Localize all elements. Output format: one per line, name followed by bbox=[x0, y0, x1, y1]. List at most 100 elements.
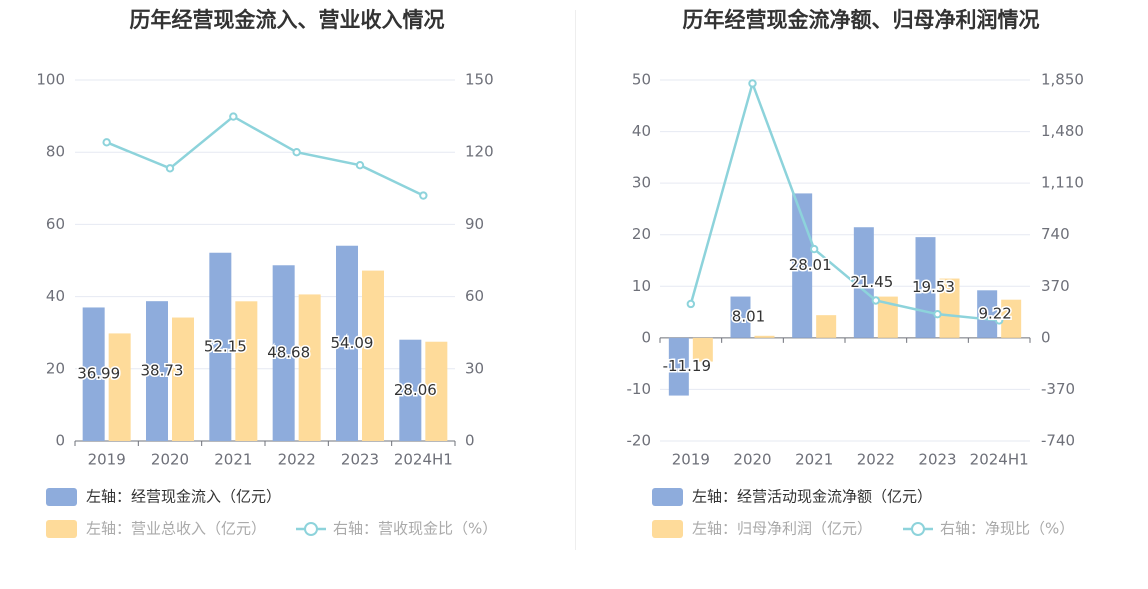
y-left-tick-label: 0 bbox=[641, 328, 651, 346]
data-label: 36.99 bbox=[77, 365, 120, 383]
y-right-tick-label: 150 bbox=[465, 71, 494, 89]
data-label: 8.01 bbox=[732, 308, 765, 326]
y-left-tick-label: 50 bbox=[632, 71, 651, 89]
x-tick-label: 2019 bbox=[88, 451, 126, 469]
bar bbox=[977, 290, 998, 338]
chart-1-svg: 0 20 40 60 80 100 0 30 60 90 120 150 2019 2020 2021 202… bbox=[36, 71, 497, 538]
y-right-tick-label: -370 bbox=[1041, 380, 1075, 398]
line-point bbox=[355, 160, 365, 170]
y-right-tick-label: 1,480 bbox=[1041, 122, 1084, 140]
bar bbox=[272, 265, 295, 441]
line-point bbox=[809, 244, 819, 254]
bar bbox=[235, 301, 258, 441]
legend-swatch bbox=[46, 488, 77, 506]
line-series bbox=[106, 115, 424, 197]
bar bbox=[399, 339, 422, 441]
bar bbox=[939, 278, 960, 338]
data-label: 48.68 bbox=[267, 344, 310, 362]
data-label: 54.09 bbox=[331, 334, 374, 352]
y-left-tick-label: 20 bbox=[46, 359, 65, 377]
chart-2-svg: -20 -10 0 10 20 30 40 50 -740 -370 0 370 740 1,110 1,4… bbox=[627, 71, 1084, 538]
line-point bbox=[748, 79, 757, 88]
y-right-tick-label: 0 bbox=[1041, 328, 1051, 346]
legend-line-marker bbox=[911, 522, 925, 536]
line-point bbox=[229, 112, 238, 121]
y-right-tick-label: 370 bbox=[1041, 277, 1070, 295]
bar bbox=[298, 294, 321, 441]
y-right-tick-label: 60 bbox=[465, 287, 484, 305]
panel-divider bbox=[575, 10, 576, 550]
bar bbox=[82, 307, 105, 441]
y-right-tick-label: 30 bbox=[465, 359, 484, 377]
y-right-tick-label: 120 bbox=[465, 143, 494, 161]
bar bbox=[425, 341, 448, 441]
x-tick-label: 2022 bbox=[857, 451, 895, 469]
y-left-tick-label: 80 bbox=[46, 143, 65, 161]
data-label: 52.15 bbox=[204, 337, 247, 355]
line-point bbox=[419, 191, 428, 200]
legend-label: 左轴：经营现金流入（亿元） bbox=[86, 488, 281, 506]
line-point bbox=[994, 316, 1004, 325]
y-right-tick-label: -740 bbox=[1041, 432, 1075, 450]
x-tick-label: 2024H1 bbox=[394, 451, 453, 469]
legend-label: 左轴：归母净利润（亿元） bbox=[692, 520, 872, 538]
y-left-tick-label: 0 bbox=[55, 432, 65, 450]
line-point bbox=[933, 309, 942, 319]
bar bbox=[1001, 299, 1022, 338]
legend-line-marker bbox=[304, 522, 318, 536]
x-tick-label: 2023 bbox=[918, 451, 956, 469]
x-tick-label: 2021 bbox=[214, 451, 252, 469]
bar bbox=[336, 245, 358, 441]
bar bbox=[668, 337, 689, 396]
y-right-tick-label: 1,850 bbox=[1041, 71, 1084, 89]
y-right-tick-label: 740 bbox=[1041, 225, 1070, 243]
legend-label: 右轴：净现比（%） bbox=[940, 520, 1074, 538]
bar bbox=[816, 315, 837, 338]
data-label: 19.53 bbox=[912, 278, 955, 296]
x-tick-label: 2019 bbox=[672, 451, 710, 469]
x-tick-label: 2020 bbox=[733, 451, 771, 469]
bar bbox=[172, 317, 194, 441]
bar bbox=[146, 301, 168, 441]
y-right-tick-label: 1,110 bbox=[1041, 174, 1084, 192]
line-point bbox=[102, 138, 111, 147]
line-point bbox=[871, 296, 881, 305]
data-label: -11.19 bbox=[663, 357, 711, 375]
y-left-tick-label: 30 bbox=[632, 174, 651, 192]
y-left-tick-label: -10 bbox=[627, 380, 652, 398]
bar bbox=[362, 270, 384, 441]
data-label: 28.01 bbox=[789, 256, 832, 274]
x-tick-label: 2020 bbox=[151, 451, 189, 469]
y-left-tick-label: -20 bbox=[627, 432, 652, 450]
y-left-tick-label: 20 bbox=[632, 225, 651, 243]
bar bbox=[853, 227, 874, 338]
bar bbox=[877, 296, 898, 338]
bar bbox=[209, 252, 232, 441]
y-left-tick-label: 40 bbox=[632, 122, 651, 140]
legend-swatch bbox=[652, 488, 683, 506]
data-label: 21.45 bbox=[850, 273, 893, 291]
data-label: 9.22 bbox=[978, 305, 1011, 323]
chart-panel-1: 历年经营现金流入、营业收入情况 0 20 40 60 80 100 0 30 60 90 120 15… bbox=[36, 8, 497, 538]
chart-title: 历年经营现金流净额、归母净利润情况 bbox=[682, 8, 1040, 32]
x-tick-label: 2023 bbox=[341, 451, 379, 469]
legend-label: 左轴：经营活动现金流净额（亿元） bbox=[692, 488, 932, 506]
legend-swatch bbox=[46, 520, 77, 538]
y-right-tick-label: 90 bbox=[465, 215, 484, 233]
legend-label: 左轴：营业总收入（亿元） bbox=[86, 520, 266, 538]
x-tick-label: 2021 bbox=[795, 451, 833, 469]
data-label: 28.06 bbox=[394, 381, 437, 399]
line-point bbox=[292, 148, 301, 157]
x-tick-label: 2024H1 bbox=[970, 451, 1029, 469]
bar bbox=[692, 337, 713, 362]
y-left-tick-label: 100 bbox=[36, 71, 65, 89]
line-series bbox=[689, 79, 1000, 322]
line-point bbox=[165, 164, 175, 173]
legend-swatch bbox=[652, 520, 683, 538]
y-right-tick-label: 0 bbox=[465, 432, 475, 450]
bar bbox=[730, 296, 751, 338]
line-point bbox=[686, 299, 696, 309]
y-left-tick-label: 10 bbox=[632, 277, 651, 295]
legend-label: 右轴：营收现金比（%） bbox=[333, 520, 497, 538]
y-left-tick-label: 60 bbox=[46, 215, 65, 233]
